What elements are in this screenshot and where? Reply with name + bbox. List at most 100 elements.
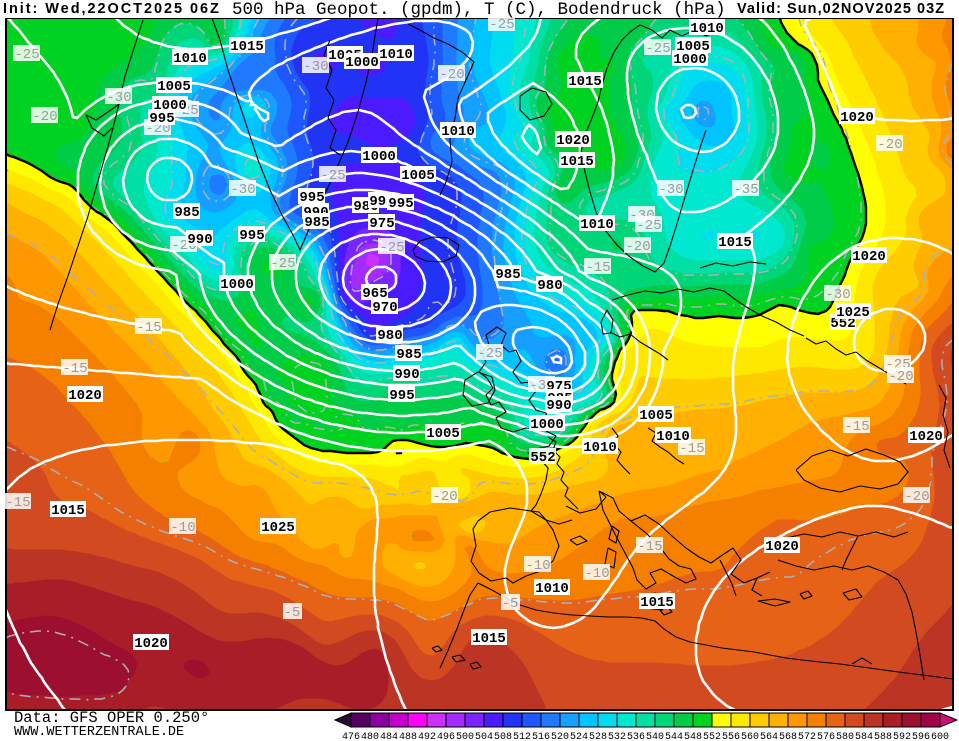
- svg-text:-20: -20: [888, 369, 913, 385]
- svg-text:-15: -15: [5, 495, 30, 511]
- svg-text:-20: -20: [904, 489, 929, 505]
- svg-text:1015: 1015: [472, 631, 506, 647]
- svg-text:1010: 1010: [173, 51, 207, 67]
- svg-text:1010: 1010: [690, 21, 724, 37]
- svg-text:990: 990: [187, 232, 212, 248]
- svg-text:-15: -15: [637, 539, 662, 555]
- svg-text:1015: 1015: [230, 39, 264, 55]
- svg-text:1000: 1000: [362, 149, 396, 165]
- svg-text:492: 492: [418, 732, 436, 741]
- svg-text:985: 985: [174, 205, 199, 221]
- svg-text:1020: 1020: [840, 110, 874, 126]
- svg-text:1020: 1020: [765, 539, 799, 555]
- svg-text:-5: -5: [502, 596, 519, 612]
- svg-text:985: 985: [396, 347, 421, 363]
- svg-text:985: 985: [304, 215, 329, 231]
- svg-text:496: 496: [437, 732, 455, 741]
- svg-text:1005: 1005: [401, 168, 435, 184]
- svg-text:572: 572: [798, 732, 816, 741]
- svg-text:1000: 1000: [220, 277, 254, 293]
- svg-text:-25: -25: [270, 256, 295, 272]
- svg-text:-25: -25: [645, 41, 670, 57]
- svg-text:975: 975: [369, 216, 394, 232]
- svg-text:1020: 1020: [852, 249, 886, 265]
- svg-text:552: 552: [830, 316, 855, 332]
- svg-text:995: 995: [239, 228, 264, 244]
- svg-text:500: 500: [456, 732, 474, 741]
- svg-text:-25: -25: [379, 240, 404, 256]
- svg-text:508: 508: [494, 732, 512, 741]
- svg-text:995: 995: [389, 388, 414, 404]
- svg-text:1010: 1010: [441, 124, 475, 140]
- svg-text:995: 995: [299, 190, 324, 206]
- svg-text:-10: -10: [170, 520, 195, 536]
- svg-text:-15: -15: [62, 361, 87, 377]
- svg-text:1010: 1010: [535, 581, 569, 597]
- svg-text:552: 552: [703, 732, 721, 741]
- svg-text:-30: -30: [658, 182, 683, 198]
- svg-text:-15: -15: [136, 320, 161, 336]
- svg-text:564: 564: [760, 732, 778, 741]
- svg-text:1015: 1015: [51, 503, 85, 519]
- svg-text:1005: 1005: [157, 79, 191, 95]
- svg-text:985: 985: [495, 267, 520, 283]
- svg-text:568: 568: [779, 732, 797, 741]
- svg-text:516: 516: [532, 732, 550, 741]
- svg-text:-10: -10: [584, 566, 609, 582]
- svg-text:560: 560: [741, 732, 759, 741]
- svg-text:476: 476: [342, 732, 360, 741]
- svg-text:1015: 1015: [568, 74, 602, 90]
- svg-text:-25: -25: [489, 17, 514, 33]
- svg-text:-20: -20: [625, 239, 650, 255]
- svg-text:-35: -35: [733, 182, 758, 198]
- svg-text:584: 584: [855, 732, 873, 741]
- svg-text:-20: -20: [439, 67, 464, 83]
- svg-text:588: 588: [874, 732, 892, 741]
- svg-text:504: 504: [475, 732, 493, 741]
- svg-text:-30: -30: [825, 287, 850, 303]
- svg-text:1010: 1010: [656, 429, 690, 445]
- svg-text:528: 528: [589, 732, 607, 741]
- svg-text:1025: 1025: [261, 520, 295, 536]
- svg-text:-5: -5: [284, 605, 301, 621]
- svg-text:-30: -30: [303, 59, 328, 75]
- svg-text:-25: -25: [636, 218, 661, 234]
- svg-text:512: 512: [513, 732, 531, 741]
- svg-text:600: 600: [931, 732, 949, 741]
- svg-text:1015: 1015: [640, 595, 674, 611]
- svg-text:536: 536: [627, 732, 645, 741]
- svg-text:995: 995: [388, 196, 413, 212]
- svg-text:-20: -20: [32, 109, 57, 125]
- svg-text:484: 484: [380, 732, 398, 741]
- svg-text:1025: 1025: [836, 305, 870, 321]
- svg-text:488: 488: [399, 732, 417, 741]
- svg-text:995: 995: [149, 111, 174, 127]
- svg-text:980: 980: [537, 278, 562, 294]
- svg-text:544: 544: [665, 732, 683, 741]
- svg-text:-25: -25: [14, 47, 39, 63]
- svg-text:-30: -30: [230, 182, 255, 198]
- svg-text:1020: 1020: [909, 429, 943, 445]
- svg-text:-20: -20: [432, 489, 457, 505]
- svg-text:1020: 1020: [134, 636, 168, 652]
- svg-text:1010: 1010: [580, 217, 614, 233]
- svg-text:1015: 1015: [718, 235, 752, 251]
- svg-text:970: 970: [372, 300, 397, 316]
- svg-text:-25: -25: [320, 168, 345, 184]
- svg-text:1005: 1005: [426, 426, 460, 442]
- svg-text:576: 576: [817, 732, 835, 741]
- svg-text:-25: -25: [477, 346, 502, 362]
- svg-text:552: 552: [530, 450, 555, 466]
- svg-text:-10: -10: [525, 558, 550, 574]
- svg-text:-20: -20: [877, 137, 902, 153]
- svg-text:540: 540: [646, 732, 664, 741]
- svg-text:1000: 1000: [673, 52, 707, 68]
- svg-text:1020: 1020: [556, 133, 590, 149]
- svg-text:480: 480: [361, 732, 379, 741]
- svg-text:-15: -15: [844, 419, 869, 435]
- svg-text:-15: -15: [585, 260, 610, 276]
- svg-text:596: 596: [912, 732, 930, 741]
- svg-text:-30: -30: [106, 90, 131, 106]
- svg-text:520: 520: [551, 732, 569, 741]
- svg-text:980: 980: [377, 328, 402, 344]
